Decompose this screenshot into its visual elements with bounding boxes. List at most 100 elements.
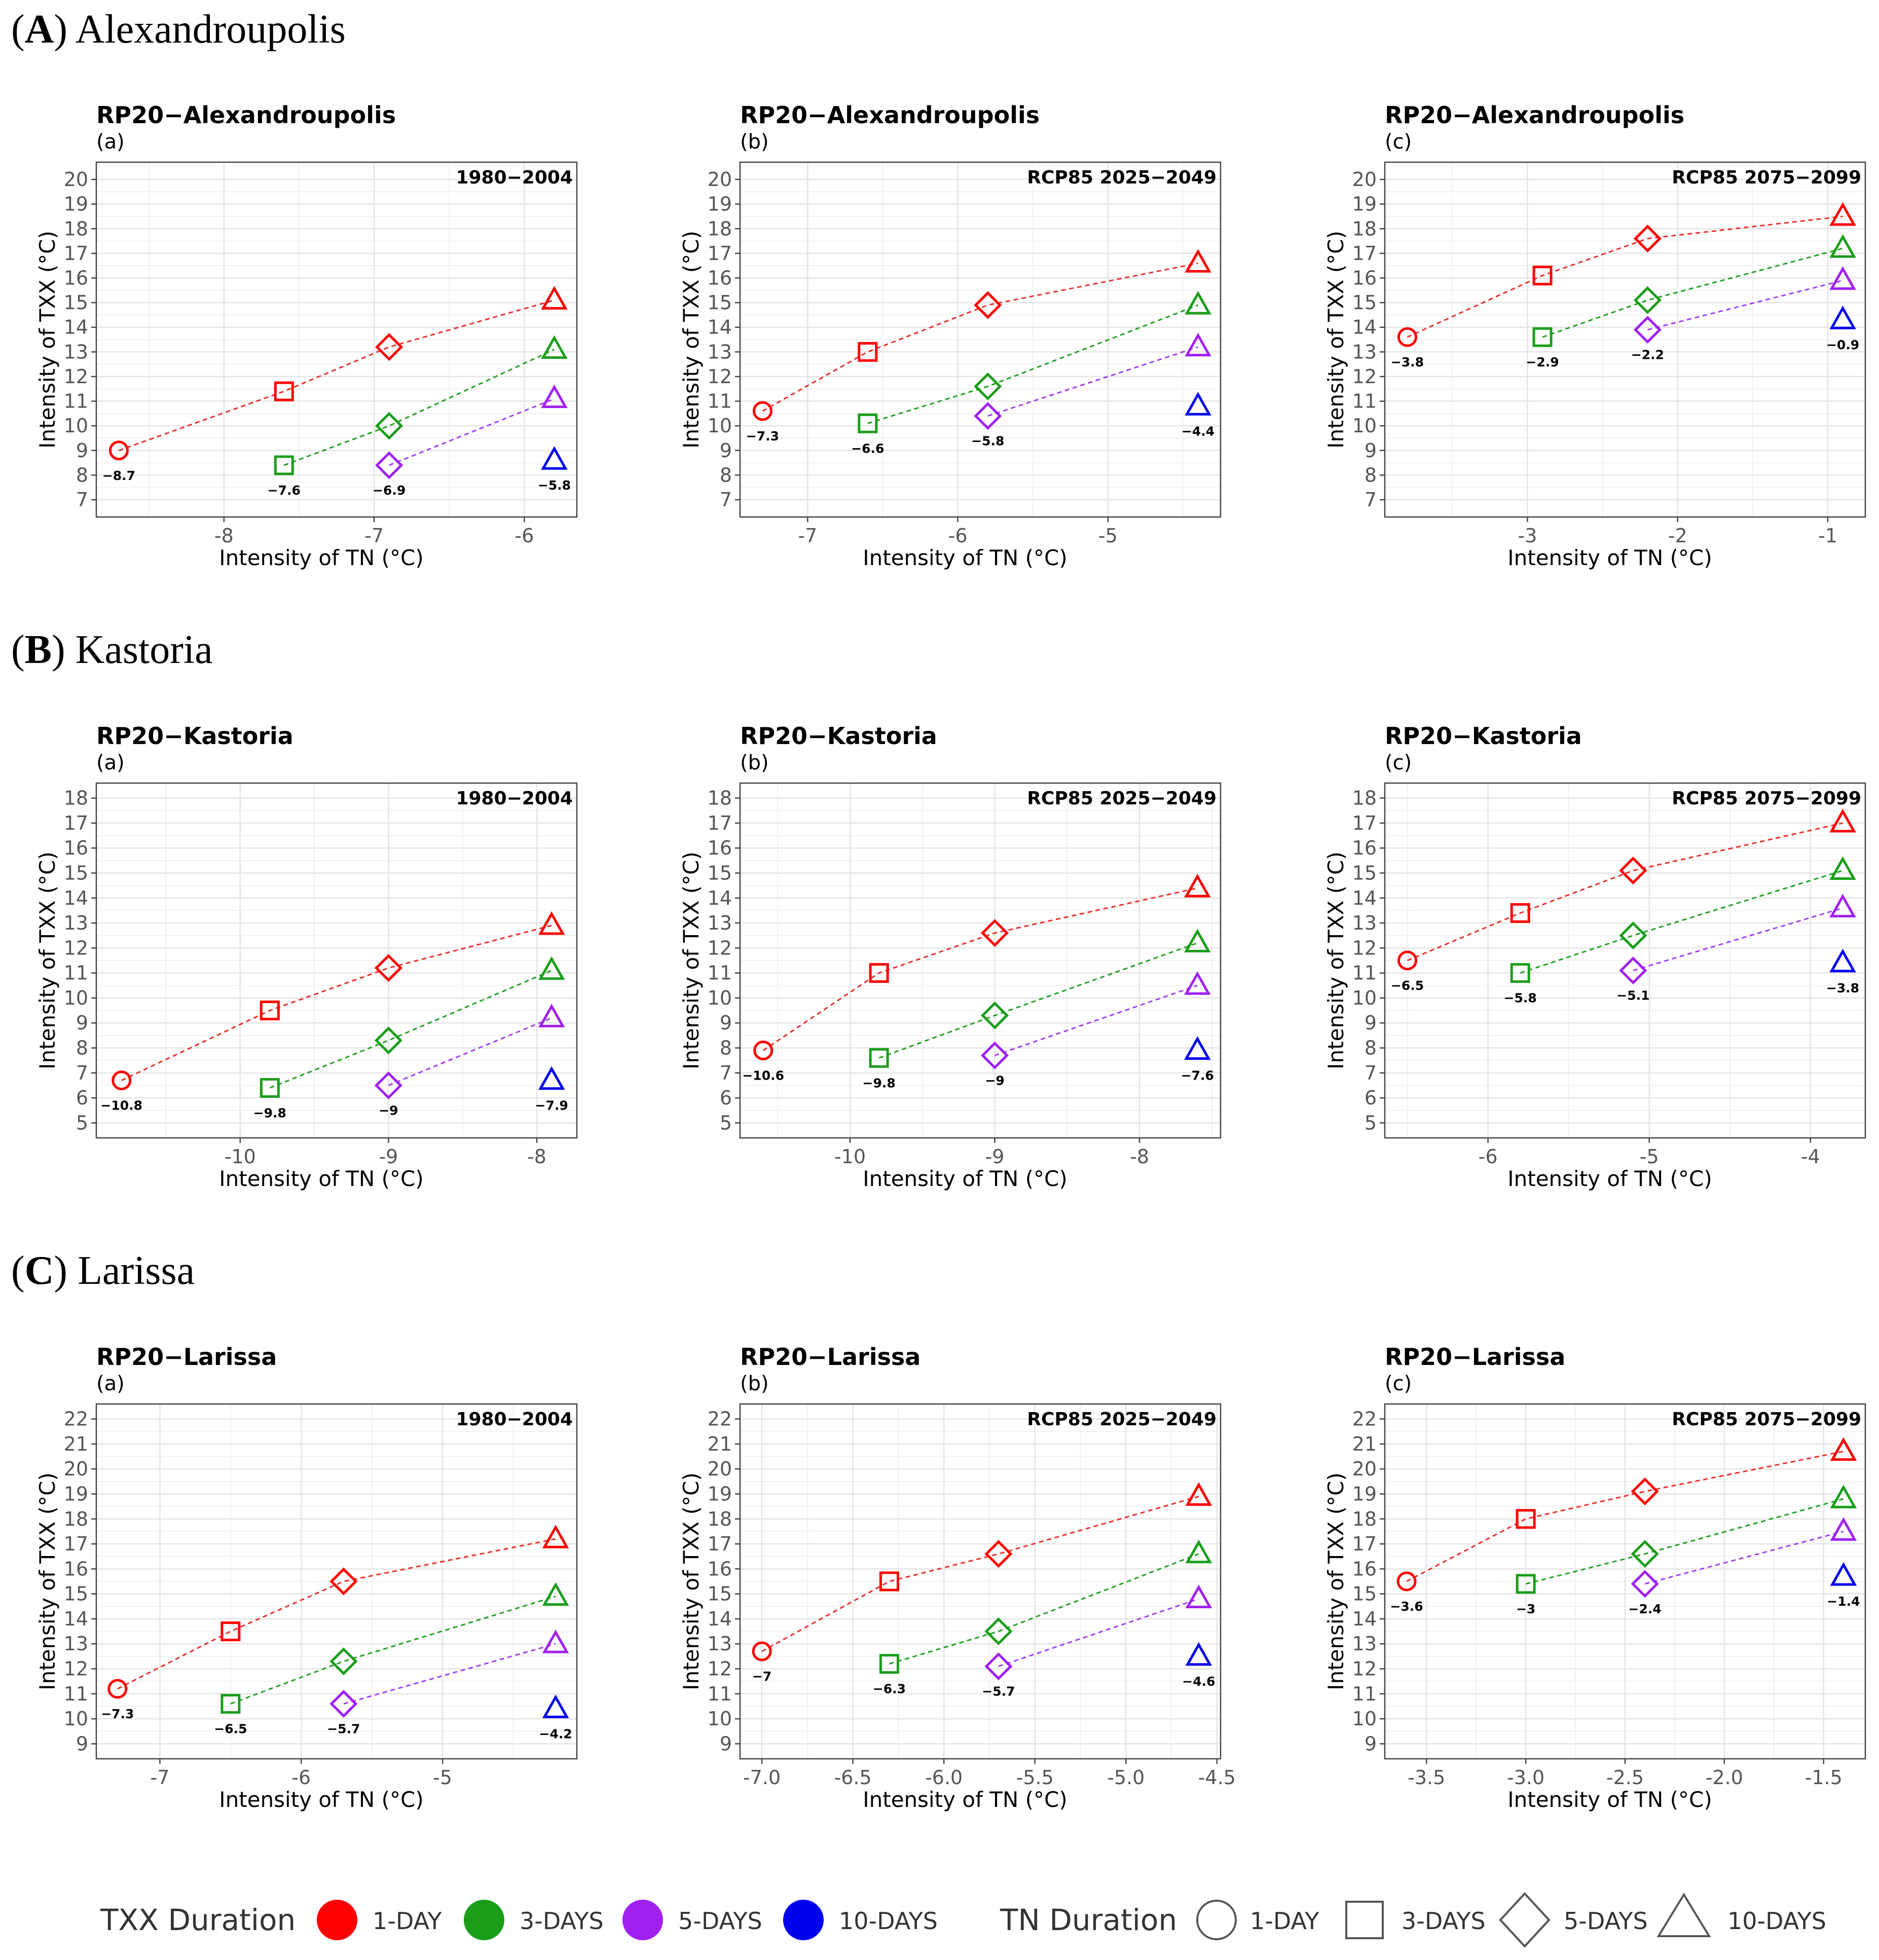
x-axis-label: Intensity of TN (°C)	[863, 1166, 1067, 1191]
series-line-3-days-txx	[230, 1596, 556, 1705]
y-tick-label: 20	[64, 1458, 88, 1480]
y-tick-label: 7	[1365, 1062, 1377, 1084]
series-line-1-day-txx	[1406, 1451, 1844, 1582]
data-point-txx-1-day-tn-3-days	[220, 1621, 241, 1642]
series-line-5-days-txx	[1644, 1530, 1844, 1585]
y-tick-label: 15	[1352, 291, 1377, 314]
data-point-txx-3-days-tn-5-days	[1619, 921, 1647, 950]
y-tick-label: 14	[708, 887, 732, 909]
y-tick-label: 17	[1352, 1533, 1377, 1555]
tn-value-label: −0.9	[1826, 338, 1859, 352]
data-point-txx-3-days-tn-3-days	[1510, 963, 1530, 983]
data-point-txx-10-days-tn-10-days	[538, 1066, 565, 1090]
data-point-txx-1-day-tn-3-days	[274, 381, 294, 401]
y-tick-label: 9	[1365, 1012, 1377, 1034]
section-name: Larissa	[78, 1248, 195, 1293]
y-tick-label: 9	[76, 1012, 88, 1034]
y-tick-label: 5	[1365, 1112, 1377, 1134]
data-point-txx-1-day-tn-10-days	[1830, 1437, 1857, 1461]
plot-frame	[1384, 161, 1866, 518]
y-tick-label: 17	[1352, 812, 1377, 834]
y-tick-label: 19	[708, 1483, 732, 1505]
tn-value-label: −10.8	[100, 1098, 142, 1113]
series-line-1-day-txx	[1407, 215, 1843, 338]
data-point-txx-3-days-tn-10-days	[1830, 1485, 1857, 1508]
data-point-txx-5-days-tn-5-days	[1633, 316, 1662, 344]
data-point-txx-10-days-tn-10-days	[1185, 1642, 1212, 1666]
tn-value-label: −5.7	[327, 1722, 360, 1736]
plot-frame	[739, 782, 1222, 1139]
tn-value-label: −10.6	[742, 1068, 784, 1083]
tn-legend-label: 10-DAYS	[1727, 1907, 1826, 1935]
y-tick-label: 13	[64, 912, 88, 934]
y-axis-label: Intensity of TXX (°C)	[679, 231, 704, 449]
data-point-txx-3-days-tn-3-days	[1516, 1574, 1536, 1594]
tn-value-label: −7.3	[746, 429, 779, 443]
data-point-txx-5-days-tn-5-days	[375, 451, 403, 479]
data-point-txx-1-day-tn-10-days	[1185, 249, 1211, 273]
tn-value-label: −7	[752, 1669, 771, 1684]
data-point-txx-5-days-tn-5-days	[1631, 1570, 1659, 1598]
data-point-txx-3-days-tn-5-days	[374, 1026, 402, 1055]
series-line-3-days-txx	[878, 942, 1198, 1059]
data-point-txx-3-days-tn-3-days	[858, 413, 878, 433]
data-point-txx-5-days-tn-10-days	[1829, 894, 1856, 917]
section-letter: A	[25, 7, 54, 52]
data-point-txx-3-days-tn-10-days	[541, 335, 568, 359]
y-tick-label: 16	[1352, 1558, 1377, 1580]
data-point-txx-1-day-tn-1-day	[108, 440, 129, 461]
data-point-txx-5-days-tn-10-days	[542, 1630, 569, 1653]
data-point-txx-3-days-tn-10-days	[538, 956, 565, 980]
tn-value-label: −3.6	[1390, 1599, 1423, 1614]
data-point-txx-5-days-tn-5-days	[974, 402, 1002, 430]
data-point-txx-1-day-tn-3-days	[858, 342, 878, 362]
y-tick-label: 14	[64, 316, 88, 339]
y-tick-label: 7	[1365, 489, 1377, 511]
y-tick-label: 18	[708, 1508, 732, 1530]
tn-legend-label: 1-DAY	[1250, 1907, 1319, 1935]
tn-legend-label: 3-DAYS	[1402, 1907, 1486, 1935]
x-tick-label: -8	[1130, 1145, 1149, 1168]
y-tick-label: 18	[64, 217, 88, 240]
data-point-txx-3-days-tn-10-days	[1829, 234, 1856, 258]
section-title-c: (C) Larissa	[11, 1248, 195, 1293]
tn-value-label: −7.6	[268, 483, 301, 498]
series-line-5-days-txx	[998, 1598, 1199, 1668]
y-tick-label: 12	[64, 937, 88, 959]
txx-legend-label: 5-DAYS	[678, 1907, 762, 1935]
series-line-5-days-txx	[343, 1643, 556, 1705]
data-point-txx-1-day-tn-1-day	[752, 1641, 772, 1661]
y-tick-label: 14	[1352, 1608, 1377, 1630]
y-tick-label: 11	[1352, 1683, 1377, 1705]
x-tick-label: -3.0	[1507, 1766, 1544, 1789]
tn-value-label: −7.6	[1181, 1068, 1214, 1083]
y-tick-label: 16	[708, 267, 732, 289]
plot-frame	[95, 782, 578, 1139]
chart-subtitle: (c)	[1385, 130, 1412, 154]
txx-legend-swatch-5-days	[622, 1900, 663, 1940]
y-tick-label: 20	[64, 168, 88, 191]
tn-value-label: −5.8	[538, 478, 571, 493]
chart-panel: 5 6 7 8 9 10 11 12 13 14 15 16 17 18 -6 -5 -4 RP20−Kastor…	[1323, 722, 1866, 1191]
y-tick-label: 16	[1352, 267, 1377, 289]
y-tick-label: 17	[64, 242, 88, 265]
x-tick-label: -10	[225, 1145, 256, 1168]
y-tick-label: 14	[1352, 887, 1377, 909]
data-point-txx-3-days-tn-5-days	[1633, 286, 1662, 314]
data-point-txx-3-days-tn-3-days	[869, 1048, 889, 1068]
chart-title: RP20−Larissa	[740, 1343, 920, 1371]
series-line-1-day-txx	[121, 924, 552, 1081]
data-point-txx-5-days-tn-5-days	[329, 1690, 358, 1718]
x-tick-label: -7	[151, 1766, 170, 1789]
x-axis-label: Intensity of TN (°C)	[1507, 1787, 1712, 1812]
data-point-txx-3-days-tn-10-days	[1185, 1539, 1212, 1564]
y-tick-label: 8	[720, 1037, 732, 1059]
x-axis-label: Intensity of TN (°C)	[1507, 1166, 1712, 1191]
data-point-txx-1-day-tn-1-day	[1396, 1571, 1417, 1592]
data-point-txx-3-days-tn-10-days	[1185, 290, 1211, 315]
tn-value-label: −9	[985, 1073, 1004, 1088]
y-tick-label: 11	[1352, 390, 1377, 413]
x-tick-label: -2.5	[1606, 1766, 1644, 1789]
